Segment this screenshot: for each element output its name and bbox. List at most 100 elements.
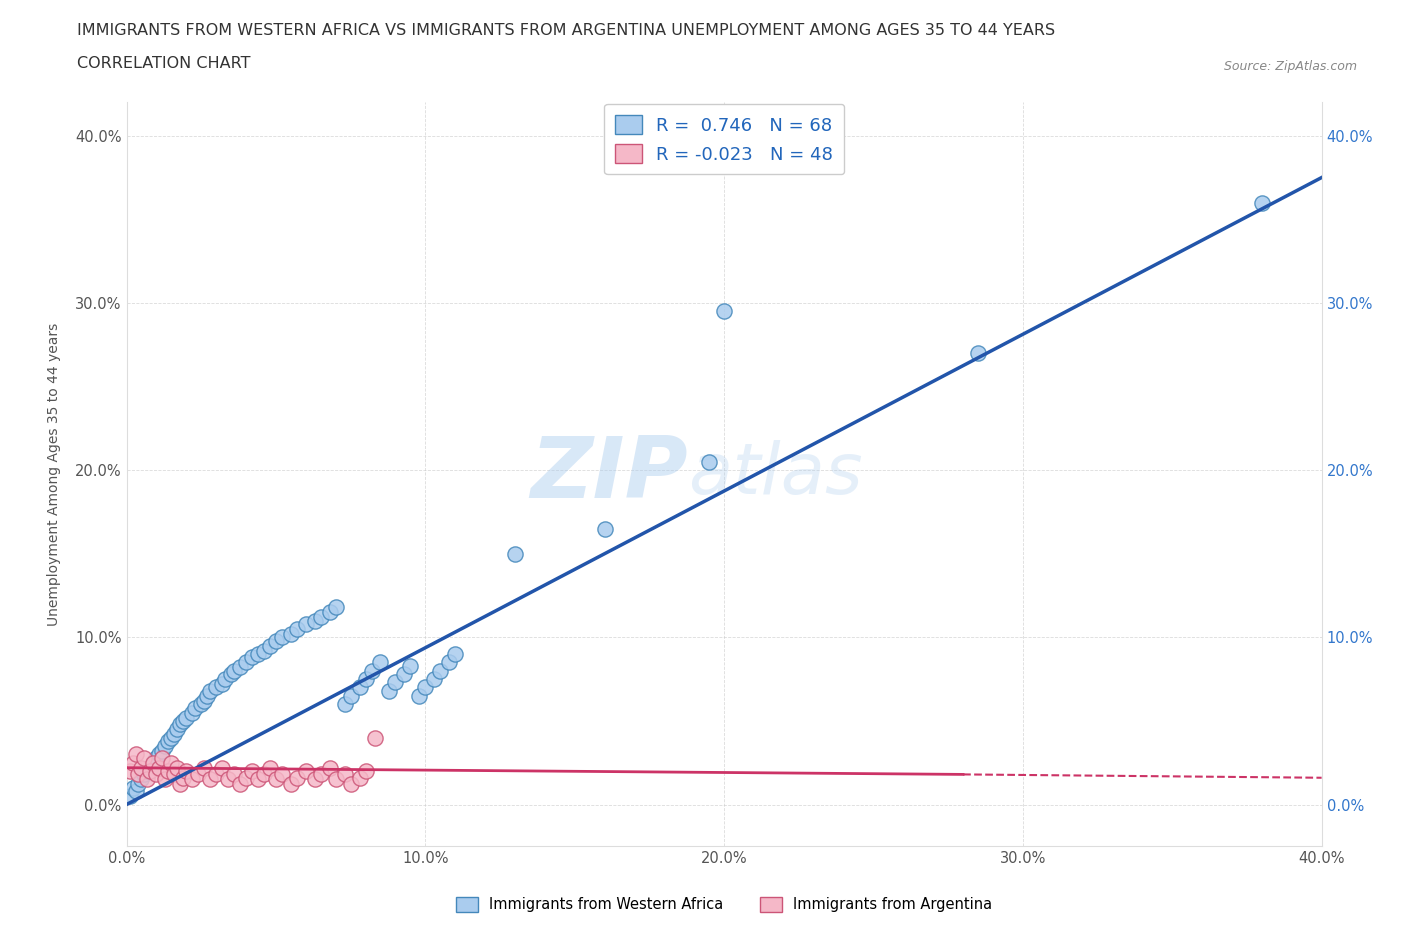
- Point: [148, 761, 170, 776]
- Point: [163, 727, 186, 742]
- Point: [118, 764, 141, 778]
- Point: [145, 751, 167, 765]
- Point: [195, 688, 218, 703]
- Point: [174, 764, 197, 778]
- Point: [384, 675, 406, 690]
- Point: [304, 613, 326, 628]
- Point: [172, 713, 194, 728]
- Point: [127, 777, 149, 791]
- Point: [309, 610, 332, 625]
- Point: [285, 770, 308, 785]
- Point: [713, 304, 735, 319]
- Point: [259, 638, 281, 653]
- Point: [429, 663, 451, 678]
- Point: [193, 761, 215, 776]
- Point: [157, 764, 180, 778]
- Point: [309, 767, 332, 782]
- Text: CORRELATION CHART: CORRELATION CHART: [77, 56, 250, 71]
- Point: [145, 767, 167, 782]
- Point: [408, 688, 430, 703]
- Point: [294, 617, 316, 631]
- Point: [214, 671, 236, 686]
- Point: [131, 772, 153, 787]
- Point: [193, 694, 215, 709]
- Point: [169, 777, 191, 791]
- Point: [318, 761, 342, 776]
- Point: [415, 680, 437, 695]
- Point: [235, 655, 257, 670]
- Point: [444, 646, 467, 661]
- Point: [155, 738, 177, 753]
- Point: [280, 627, 302, 642]
- Point: [166, 722, 188, 737]
- Point: [333, 767, 356, 782]
- Point: [118, 789, 141, 804]
- Point: [349, 680, 371, 695]
- Point: [181, 705, 204, 720]
- Legend: Immigrants from Western Africa, Immigrants from Argentina: Immigrants from Western Africa, Immigran…: [450, 891, 998, 918]
- Point: [247, 646, 270, 661]
- Text: IMMIGRANTS FROM WESTERN AFRICA VS IMMIGRANTS FROM ARGENTINA UNEMPLOYMENT AMONG A: IMMIGRANTS FROM WESTERN AFRICA VS IMMIGR…: [77, 23, 1056, 38]
- Point: [134, 751, 156, 765]
- Point: [360, 663, 382, 678]
- Point: [134, 767, 156, 782]
- Point: [131, 761, 153, 776]
- Point: [166, 761, 188, 776]
- Point: [205, 680, 228, 695]
- Point: [240, 764, 263, 778]
- Point: [280, 777, 302, 791]
- Point: [169, 717, 191, 732]
- Text: Source: ZipAtlas.com: Source: ZipAtlas.com: [1223, 60, 1357, 73]
- Point: [121, 780, 143, 795]
- Point: [136, 764, 159, 778]
- Point: [253, 767, 276, 782]
- Point: [285, 621, 308, 636]
- Point: [264, 633, 287, 648]
- Point: [229, 660, 252, 675]
- Text: ZIP: ZIP: [530, 432, 688, 516]
- Point: [503, 546, 526, 561]
- Point: [163, 767, 186, 782]
- Point: [217, 772, 239, 787]
- Point: [127, 767, 149, 782]
- Point: [259, 761, 281, 776]
- Point: [339, 688, 361, 703]
- Point: [593, 521, 616, 536]
- Point: [139, 764, 162, 778]
- Point: [200, 684, 222, 698]
- Point: [211, 677, 233, 692]
- Point: [152, 744, 174, 759]
- Point: [200, 772, 222, 787]
- Point: [139, 761, 162, 776]
- Point: [270, 630, 294, 644]
- Point: [370, 655, 392, 670]
- Point: [363, 730, 385, 745]
- Point: [354, 671, 377, 686]
- Point: [229, 777, 252, 791]
- Point: [349, 770, 371, 785]
- Point: [264, 772, 287, 787]
- Point: [142, 755, 165, 770]
- Point: [211, 761, 233, 776]
- Point: [174, 711, 197, 725]
- Point: [333, 697, 356, 711]
- Point: [205, 767, 228, 782]
- Point: [325, 600, 347, 615]
- Point: [190, 697, 212, 711]
- Point: [399, 658, 422, 673]
- Point: [354, 764, 377, 778]
- Point: [423, 671, 446, 686]
- Point: [160, 730, 183, 745]
- Point: [172, 770, 194, 785]
- Point: [339, 777, 361, 791]
- Point: [222, 767, 246, 782]
- Point: [967, 346, 990, 361]
- Point: [439, 655, 461, 670]
- Point: [304, 772, 326, 787]
- Point: [181, 772, 204, 787]
- Point: [121, 755, 143, 770]
- Point: [160, 755, 183, 770]
- Point: [325, 772, 347, 787]
- Point: [155, 772, 177, 787]
- Point: [124, 784, 146, 799]
